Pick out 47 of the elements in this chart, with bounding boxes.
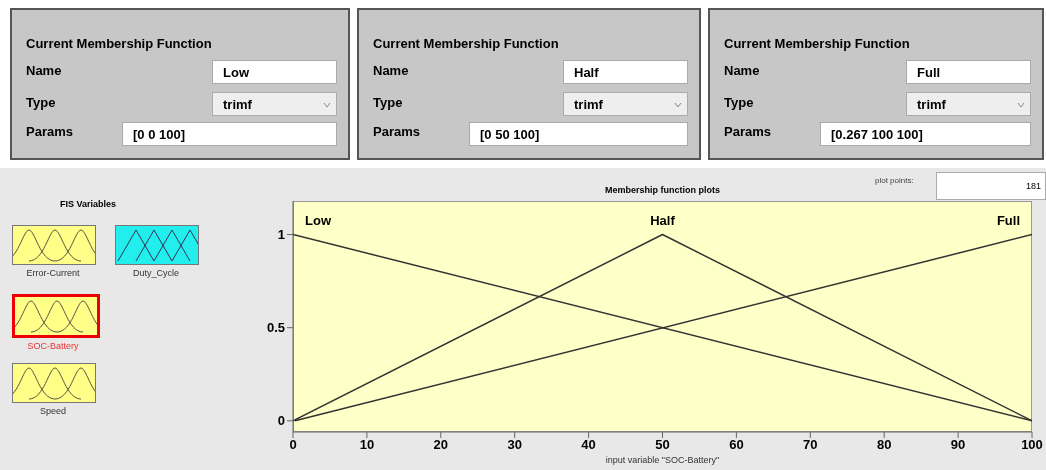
x-tick-label: 100 — [1021, 437, 1043, 453]
text: Current Membership Function — [26, 36, 212, 51]
x-tick-label: 50 — [655, 437, 670, 453]
text: trimf — [563, 92, 688, 116]
x-tick-label: 0 — [289, 437, 297, 453]
text: 181 — [936, 172, 1046, 200]
text: Current Membership Function — [373, 36, 559, 51]
x-tick-label: 80 — [876, 437, 892, 453]
x-tick-label: 40 — [581, 437, 596, 453]
text: Params — [373, 124, 420, 139]
text: Error-Current — [25, 268, 81, 278]
x-tick-label: 70 — [803, 437, 818, 453]
chart-title: Membership function plots — [604, 185, 720, 195]
x-tick-label: 10 — [359, 437, 375, 453]
x-tick-label: 20 — [433, 437, 449, 453]
text: Full — [906, 60, 1031, 84]
text: trimf — [906, 92, 1031, 116]
x-tick-label: 90 — [950, 437, 966, 453]
series-label: Half — [649, 213, 676, 228]
y-tick-label: 0.5 — [266, 320, 285, 336]
x-tick-label: 60 — [729, 437, 744, 453]
text: plot points: — [875, 176, 914, 185]
text: Half — [563, 60, 688, 84]
text: Type — [724, 95, 754, 110]
text: Low — [212, 60, 337, 84]
series-label: Low — [305, 213, 331, 228]
text: Params — [724, 124, 771, 139]
text: Name — [373, 63, 409, 78]
text: Duty_Cycle — [132, 268, 180, 278]
text: Name — [724, 63, 760, 78]
y-tick-label: 1 — [277, 227, 285, 243]
x-axis-title: input variable "SOC-Battery" — [604, 455, 721, 466]
text: FIS Variables — [60, 199, 117, 209]
series-label: Full — [996, 213, 1020, 228]
text: [0 50 100] — [469, 122, 688, 146]
text: Current Membership Function — [724, 36, 910, 51]
text: Speed — [39, 406, 67, 416]
text: Type — [373, 95, 403, 110]
text: SOC-Battery — [26, 341, 80, 351]
text: Name — [26, 63, 62, 78]
text: trimf — [212, 92, 337, 116]
text: Type — [26, 95, 56, 110]
y-tick-label: 0 — [277, 413, 285, 429]
text: [0 0 100] — [122, 122, 337, 146]
text: Params — [26, 124, 73, 139]
text: [0.267 100 100] — [820, 122, 1031, 146]
x-tick-label: 30 — [507, 437, 522, 453]
